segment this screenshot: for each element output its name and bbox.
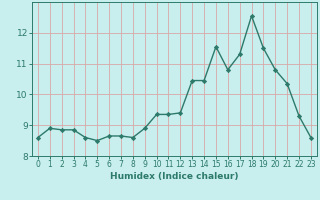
X-axis label: Humidex (Indice chaleur): Humidex (Indice chaleur) xyxy=(110,172,239,181)
